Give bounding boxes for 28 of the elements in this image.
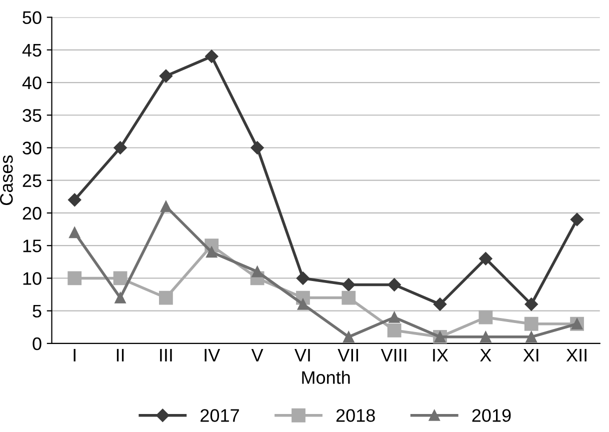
y-tick-label: 50 — [22, 11, 42, 24]
x-tick-label: V — [251, 348, 264, 362]
y-tick-label: 0 — [32, 337, 42, 350]
y-tick-label: 25 — [22, 174, 42, 188]
legend-label: 2017 — [200, 409, 239, 422]
y-tick-label: 40 — [22, 76, 42, 90]
y-tick-label: 45 — [22, 44, 42, 57]
x-tick-label: II — [116, 348, 124, 362]
x-tick-label: VIII — [380, 348, 406, 362]
y-tick-label: 30 — [22, 142, 42, 154]
y-tick-label: 20 — [22, 206, 42, 220]
y-tick-label: 5 — [32, 304, 42, 318]
y-tick-label: 10 — [23, 272, 42, 285]
x-tick-label: XII — [566, 348, 586, 362]
x-tick-label: VI — [294, 348, 310, 362]
x-tick-label: X — [480, 348, 492, 362]
x-tick-label: I — [74, 348, 76, 362]
x-tick-label: IX — [433, 348, 448, 362]
y-tick-label: 15 — [23, 240, 42, 252]
legend-label: 2018 — [336, 409, 375, 422]
x-axis-title: Month — [302, 370, 350, 384]
legend-label: 2019 — [472, 409, 511, 422]
x-tick-label: XI — [523, 348, 538, 362]
x-tick-label: VII — [338, 348, 358, 362]
x-tick-label: IV — [204, 348, 220, 362]
x-tick-label: III — [160, 348, 172, 362]
y-axis-title: Cases — [0, 155, 13, 206]
y-tick-label: 35 — [22, 109, 42, 122]
